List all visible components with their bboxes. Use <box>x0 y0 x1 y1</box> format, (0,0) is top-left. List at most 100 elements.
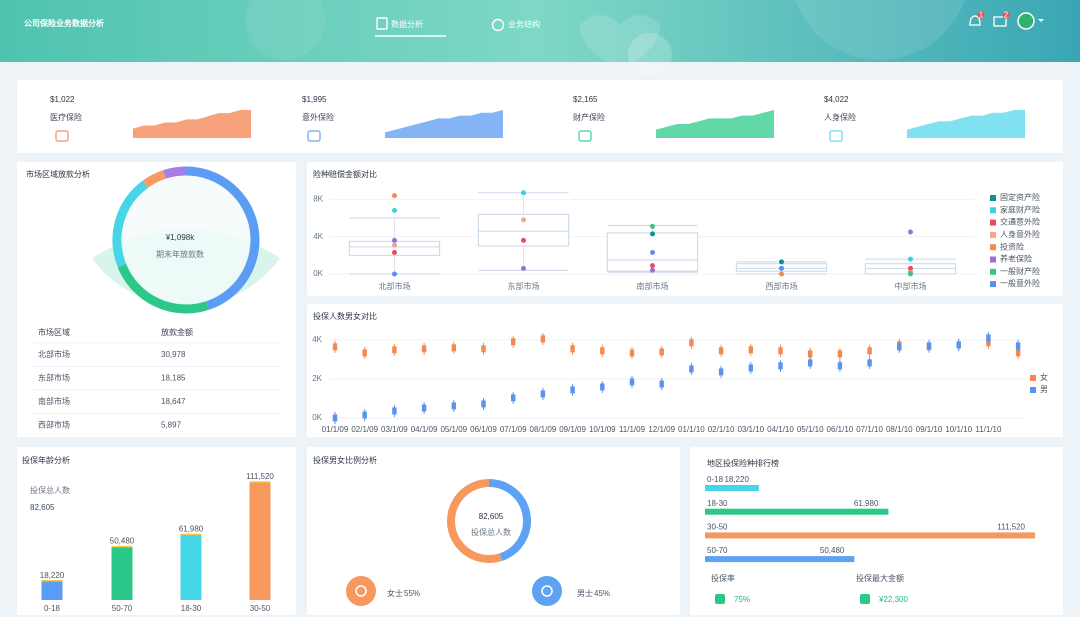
point <box>650 250 655 256</box>
stat-value: 75% <box>734 595 750 604</box>
donut-segment <box>163 166 187 179</box>
table-cell: 南部市场 <box>38 396 70 406</box>
legend-label: 交通意外险 <box>1000 217 1040 227</box>
category-label: 0-18 <box>707 475 724 484</box>
point <box>908 256 913 262</box>
point <box>908 265 913 271</box>
sparkline-area <box>907 110 1025 138</box>
legend-label: 男 <box>1040 385 1048 394</box>
kpi-label: 财产保险 <box>573 112 605 122</box>
legend-label: 一般财产险 <box>1000 266 1040 276</box>
category-label: 30-50 <box>707 523 728 532</box>
kpi-icon <box>55 130 69 142</box>
kpi-value: $1,995 <box>302 95 327 104</box>
panel-title: 险种赔偿金额对比 <box>313 169 377 179</box>
badge-count: 2 <box>1004 11 1009 20</box>
legend-label: 固定资产险 <box>1000 192 1040 202</box>
marker <box>511 394 516 402</box>
marker <box>689 365 694 373</box>
marker <box>748 346 753 354</box>
header-title: 公司保险业务数据分析 <box>24 18 104 28</box>
marker <box>362 411 367 419</box>
marker <box>659 348 664 356</box>
badge <box>1002 11 1010 19</box>
x-tick-label: 01/1/10 <box>678 425 705 434</box>
stat-icon <box>715 594 725 604</box>
marker <box>718 368 724 376</box>
marker <box>481 345 486 353</box>
panel <box>307 304 1063 437</box>
value-label: 111,520 <box>246 472 274 481</box>
nav-item[interactable]: 数据分析 <box>391 19 423 29</box>
mail-icon[interactable] <box>993 16 1007 27</box>
donut-segment <box>488 479 531 561</box>
bell-icon[interactable] <box>969 15 981 26</box>
x-tick-label: 09/1/09 <box>559 425 586 434</box>
legend-swatch <box>990 207 996 214</box>
marker <box>540 335 546 343</box>
point <box>908 229 913 235</box>
x-tick-label: 18-30 <box>181 604 202 613</box>
x-tick-label: 04/1/10 <box>767 425 794 434</box>
point <box>779 265 784 271</box>
marker <box>867 347 872 355</box>
value-label: 18,220 <box>724 475 749 484</box>
legend-label: 女 <box>1040 372 1048 382</box>
marker <box>540 390 546 398</box>
marker <box>778 347 783 355</box>
marker <box>1015 342 1021 350</box>
x-tick-label: 06/1/09 <box>470 425 497 434</box>
panel-title: 投保年龄分析 <box>22 455 70 465</box>
kpi-label: 医疗保险 <box>50 112 82 122</box>
marker <box>629 349 635 357</box>
marker <box>570 345 575 353</box>
x-tick-label: 11/1/10 <box>975 425 1002 434</box>
stat-value: ¥22,300 <box>878 595 908 604</box>
value-label: 55% <box>404 589 420 598</box>
kpi-icon <box>307 130 321 142</box>
avatar[interactable] <box>1017 12 1035 30</box>
point <box>392 250 397 256</box>
avatar-caret[interactable] <box>1038 19 1044 22</box>
legend-swatch <box>990 195 996 201</box>
panel-title: 投保男女比例分析 <box>313 455 377 465</box>
sparkline-area <box>133 110 251 138</box>
legend-label: 男士 <box>577 588 593 598</box>
y-tick-label: 4K <box>313 232 323 241</box>
value-label: 50,480 <box>110 537 135 546</box>
kpi-value: $4,022 <box>824 95 849 104</box>
bar <box>180 534 202 600</box>
marker <box>897 343 902 351</box>
point <box>650 267 655 273</box>
donut-segment <box>117 263 209 314</box>
bar <box>705 508 889 515</box>
legend-label: 人身意外险 <box>1000 229 1040 239</box>
value-label: 50,480 <box>820 546 845 555</box>
nav-item[interactable]: 业务结构 <box>508 19 540 29</box>
legend-swatch <box>990 256 996 263</box>
panel <box>17 447 296 615</box>
legend-label: 家庭财产险 <box>1000 204 1040 214</box>
table-cell: 北部市场 <box>38 349 70 359</box>
bar <box>705 532 1035 539</box>
x-tick-label: 西部市场 <box>766 281 798 291</box>
x-tick-label: 南部市场 <box>637 281 669 291</box>
sparkline-area <box>656 110 774 138</box>
value-label: 111,520 <box>997 523 1025 532</box>
kpi-label: 意外保险 <box>302 112 334 122</box>
legend-swatch <box>990 244 996 251</box>
bar <box>41 580 63 600</box>
kpi-label: 人身保险 <box>824 112 856 122</box>
table-cell: 西部市场 <box>38 420 70 430</box>
marker <box>629 378 635 386</box>
x-tick-label: 08/1/09 <box>530 425 557 434</box>
badge <box>977 11 985 19</box>
marker <box>778 362 783 370</box>
marker <box>481 400 486 408</box>
panel <box>307 162 1063 296</box>
marker <box>332 414 338 422</box>
marker <box>748 364 753 372</box>
gender-glyph <box>541 585 553 597</box>
stat-label: 投保率 <box>711 573 735 583</box>
